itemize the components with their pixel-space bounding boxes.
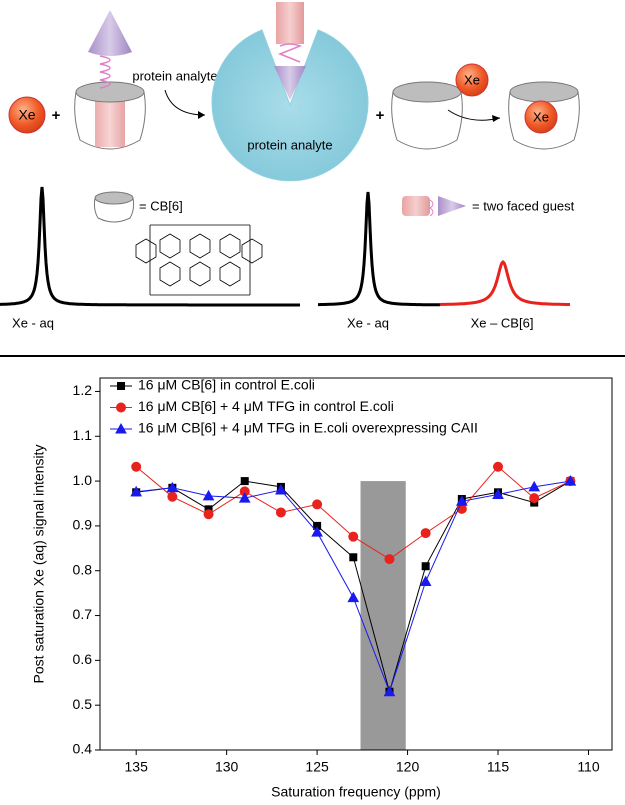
y-tick-label: 0.8 bbox=[73, 561, 93, 577]
key-label: = CB[6] bbox=[139, 198, 183, 213]
y-axis-label: Post saturation Xe (aq) signal intensity bbox=[31, 445, 47, 684]
cb6-empty bbox=[391, 81, 463, 150]
plus-sign: + bbox=[376, 107, 385, 124]
spectrum-label: Xe – CB[6] bbox=[471, 315, 534, 330]
x-tick-label: 110 bbox=[577, 759, 600, 775]
data-point bbox=[383, 685, 396, 697]
legend-label: 16 μM CB[6] in control E.coli bbox=[138, 377, 315, 393]
legend-label: 16 μM CB[6] + 4 μM TFG in E.coli overexp… bbox=[138, 420, 478, 436]
legend-label: 16 μM CB[6] + 4 μM TFG in control E.coli bbox=[138, 398, 394, 414]
key-label: = two faced guest bbox=[472, 198, 575, 213]
xe-atom bbox=[455, 63, 489, 97]
data-point bbox=[275, 507, 286, 518]
y-tick-label: 0.5 bbox=[73, 696, 93, 712]
xe-label: Xe bbox=[464, 72, 480, 87]
y-tick-label: 1.2 bbox=[73, 382, 93, 398]
arrow bbox=[164, 89, 206, 116]
data-point bbox=[564, 475, 577, 486]
spectrum bbox=[440, 259, 570, 306]
xe-label: Xe bbox=[533, 109, 549, 124]
data-point bbox=[166, 481, 179, 493]
data-point bbox=[203, 509, 214, 520]
data-point bbox=[130, 485, 143, 497]
data-point bbox=[384, 554, 395, 565]
y-tick-label: 1.1 bbox=[73, 427, 93, 443]
x-axis-label: Saturation frequency (ppm) bbox=[271, 784, 441, 800]
xe-label: Xe bbox=[18, 107, 35, 123]
chemical-structure bbox=[135, 224, 263, 296]
series-line bbox=[136, 480, 571, 694]
data-point bbox=[347, 591, 360, 603]
schematic: Xe + protein analyte protein analyte + bbox=[0, 2, 580, 330]
protein-label: protein analyte bbox=[247, 137, 332, 152]
cb6-with-guest bbox=[74, 10, 146, 150]
data-point bbox=[348, 531, 359, 542]
series-line bbox=[135, 465, 571, 560]
arrow-head bbox=[492, 115, 500, 122]
data-point bbox=[238, 492, 251, 503]
chart: Saturation frequency (ppm) Post saturati… bbox=[31, 377, 613, 800]
y-tick-label: 0.6 bbox=[73, 651, 93, 667]
legend-marker bbox=[117, 382, 125, 390]
arrow-head bbox=[198, 111, 205, 119]
protein bbox=[211, 2, 369, 182]
guest-icon bbox=[402, 196, 466, 217]
data-point bbox=[419, 575, 432, 586]
cb6-with-xe bbox=[508, 81, 580, 150]
data-point bbox=[349, 553, 358, 562]
series-line bbox=[136, 480, 571, 694]
data-point bbox=[202, 489, 215, 501]
spectrum-label: Xe - aq bbox=[12, 315, 54, 330]
x-tick-label: 115 bbox=[487, 759, 510, 775]
y-tick-label: 0.4 bbox=[73, 741, 93, 757]
data-point bbox=[311, 526, 323, 537]
data-point bbox=[421, 562, 430, 571]
data-point bbox=[529, 493, 540, 504]
shaded-region bbox=[360, 481, 406, 750]
spectrum bbox=[318, 191, 440, 307]
legend-marker bbox=[116, 402, 126, 413]
data-point bbox=[312, 499, 323, 510]
data-point bbox=[455, 495, 468, 506]
y-tick-label: 0.9 bbox=[73, 517, 93, 533]
y-tick-label: 1.0 bbox=[73, 472, 93, 488]
xe-atom bbox=[8, 96, 46, 134]
data-point bbox=[492, 488, 504, 500]
data-point bbox=[420, 528, 431, 539]
spectrum-label: Xe - aq bbox=[347, 315, 389, 330]
arrow-label: protein analyte bbox=[132, 68, 217, 83]
plot-frame bbox=[99, 377, 613, 751]
x-tick-label: 130 bbox=[215, 759, 239, 775]
data-point bbox=[240, 477, 249, 486]
x-tick-label: 120 bbox=[396, 759, 420, 775]
cb6-icon bbox=[93, 191, 135, 223]
spectrum bbox=[0, 186, 300, 307]
legend-marker bbox=[115, 422, 127, 434]
y-tick-label: 0.7 bbox=[73, 606, 93, 622]
data-point bbox=[131, 461, 142, 472]
data-point bbox=[275, 484, 287, 495]
data-point bbox=[528, 480, 541, 492]
x-tick-label: 135 bbox=[125, 759, 149, 775]
data-point bbox=[493, 461, 504, 472]
plus-sign: + bbox=[52, 107, 61, 124]
data-point bbox=[167, 491, 178, 502]
x-tick-label: 125 bbox=[305, 759, 329, 775]
